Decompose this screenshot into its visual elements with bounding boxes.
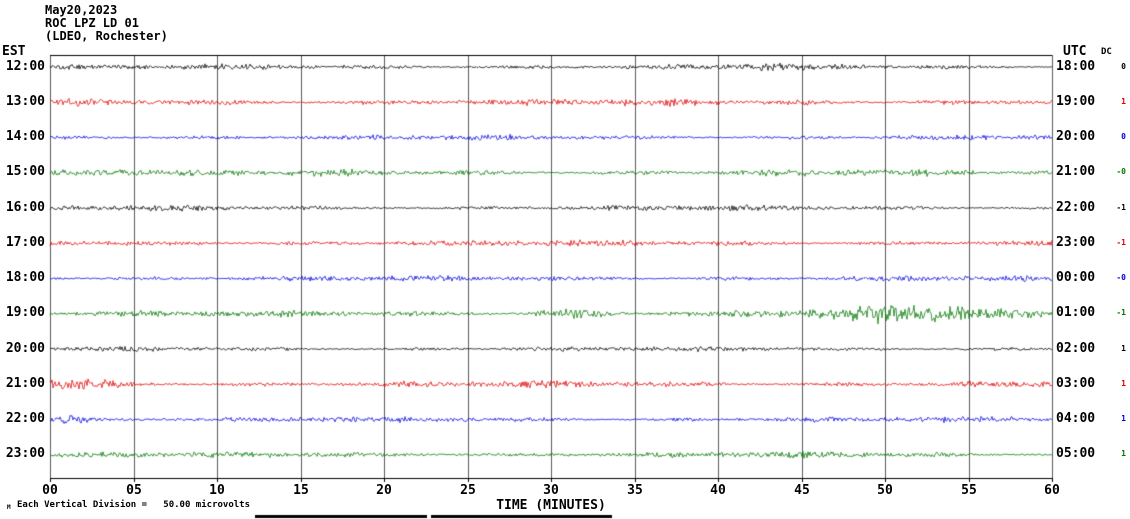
trace-row-labels: 15:00 21:00 -0 (0, 165, 1130, 179)
trace-row-labels: 23:00 05:00 1 (0, 447, 1130, 461)
est-time-label: 12:00 (5, 58, 45, 74)
x-tick-label: 20 (376, 483, 392, 498)
dc-offset-value: 1 (1121, 414, 1126, 423)
est-time-label: 21:00 (5, 375, 45, 391)
trace-row-labels: 20:00 02:00 1 (0, 340, 1130, 356)
header-network: (LDEO, Rochester) (45, 29, 168, 43)
trace-row-labels: 22:00 04:00 1 (0, 412, 1130, 426)
utc-time-label: 21:00 (1056, 164, 1096, 180)
trace-row-labels: 21:00 03:00 1 (0, 375, 1130, 391)
x-tick-label: 60 (1044, 483, 1060, 498)
x-tick-label: 15 (293, 483, 309, 498)
trace-row-labels: 16:00 22:00 -1 (0, 199, 1130, 215)
trace-row-labels: 17:00 23:00 -1 (0, 234, 1130, 250)
plot-header: May20,2023 ROC LPZ LD 01 (LDEO, Rochester) (45, 4, 168, 43)
utc-time-label: 02:00 (1056, 340, 1096, 356)
header-station: ROC LPZ LD 01 (45, 16, 139, 30)
utc-time-label: 01:00 (1056, 305, 1096, 321)
dc-offset-value: 1 (1121, 449, 1126, 459)
utc-time-label: 22:00 (1056, 199, 1096, 215)
est-time-label: 15:00 (5, 164, 45, 180)
trace-row-labels: 19:00 01:00 -1 (0, 306, 1130, 320)
x-tick-label: 35 (627, 483, 643, 498)
est-time-label: 19:00 (5, 305, 45, 321)
dc-offset-value: -1 (1116, 237, 1126, 247)
dc-offset-value: 0 (1121, 132, 1126, 141)
dc-offset-value: 1 (1121, 343, 1126, 353)
est-time-label: 23:00 (5, 446, 45, 462)
est-time-label: 14:00 (5, 129, 45, 144)
header-date: May20,2023 (45, 3, 118, 17)
trace-row-labels: 14:00 20:00 0 (0, 130, 1130, 144)
utc-time-label: 18:00 (1056, 58, 1096, 74)
utc-time-label: 03:00 (1056, 375, 1096, 391)
utc-time-label: 00:00 (1056, 270, 1096, 285)
dc-offset-value: -0 (1116, 273, 1126, 282)
x-tick-label: 25 (460, 483, 476, 498)
x-tick-label: 40 (710, 483, 726, 498)
dc-offset-value: -1 (1116, 202, 1126, 212)
est-time-label: 13:00 (5, 93, 45, 109)
x-tick-label: 45 (794, 483, 810, 498)
trace-row-labels: 18:00 00:00 -0 (0, 271, 1130, 285)
x-tick-label: 05 (126, 483, 142, 498)
est-time-label: 17:00 (5, 234, 45, 250)
dc-offset-value: 1 (1121, 378, 1126, 388)
dc-column-label: DC (1101, 47, 1112, 57)
trace-row-labels: 13:00 19:00 1 (0, 93, 1130, 109)
x-tick-label: 00 (42, 483, 58, 498)
est-time-label: 16:00 (5, 199, 45, 215)
utc-time-label: 05:00 (1056, 446, 1096, 462)
utc-time-label: 19:00 (1056, 93, 1096, 109)
est-time-label: 22:00 (5, 411, 45, 426)
est-time-label: 20:00 (5, 340, 45, 356)
dc-offset-value: 1 (1121, 96, 1126, 106)
dc-offset-value: -1 (1116, 308, 1126, 318)
vertical-division-marker: M (7, 504, 11, 511)
dc-offset-value: 0 (1121, 61, 1126, 71)
left-timezone-label: EST (2, 44, 26, 59)
est-time-label: 18:00 (5, 270, 45, 285)
utc-time-label: 04:00 (1056, 411, 1096, 426)
x-tick-label: 50 (877, 483, 893, 498)
utc-time-label: 23:00 (1056, 234, 1096, 250)
right-timezone-label: UTC (1063, 44, 1087, 59)
utc-time-label: 20:00 (1056, 129, 1096, 144)
trace-row-labels: 12:00 18:00 0 (0, 58, 1130, 74)
x-tick-label: 30 (543, 483, 559, 498)
x-axis-title: TIME (MINUTES) (496, 498, 606, 513)
x-tick-label: 55 (961, 483, 977, 498)
dc-offset-value: -0 (1116, 167, 1126, 177)
scale-note: Each Vertical Division = 50.00 microvolt… (17, 500, 250, 510)
x-tick-label: 10 (209, 483, 225, 498)
